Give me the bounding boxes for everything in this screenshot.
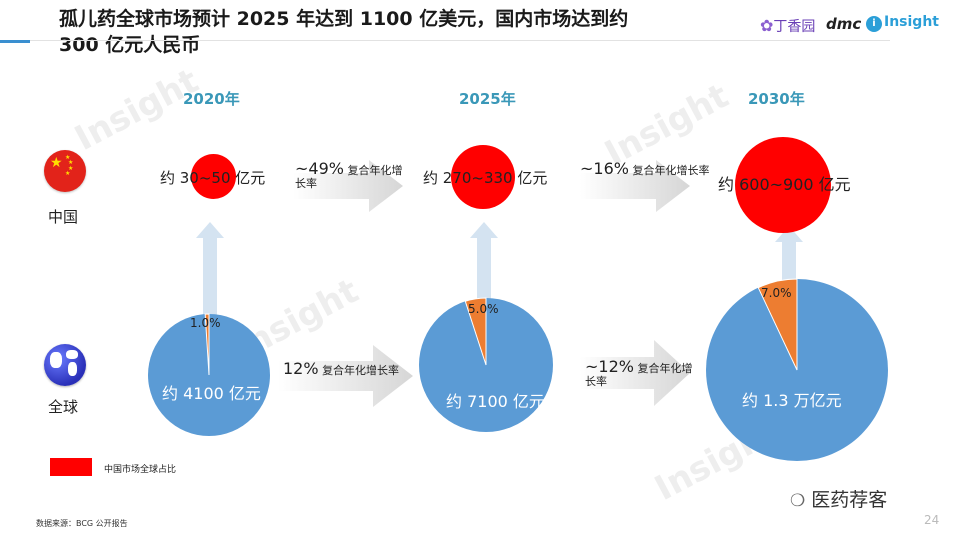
title-divider [30, 40, 890, 41]
dmc-logo: dmc [826, 15, 862, 33]
wechat-icon: ❍ [790, 491, 806, 511]
growth-pct: ~16% [580, 159, 629, 178]
china-market-dot-2030 [735, 137, 831, 233]
stem-arrowhead-2025 [470, 222, 498, 238]
wechat-account-name: 医药荐客 [811, 489, 888, 511]
flower-icon: ✿ [760, 16, 774, 35]
logo-group: ✿丁香园 dmc i Insight [760, 14, 950, 50]
growth-text-global-1: 12% 复合年化增长率 [283, 359, 423, 378]
growth-arrow-china-1 [293, 160, 403, 212]
china-share-slice-2030年 [757, 278, 798, 371]
growth-pct: 12% [283, 359, 319, 378]
china-share-slice-2020年 [204, 313, 210, 376]
page-number: 24 [924, 513, 940, 527]
growth-pct: ~12% [585, 357, 634, 376]
globe-icon [44, 344, 86, 386]
year-label-2030: 2030年 [748, 90, 805, 108]
insight-badge-icon: i [866, 16, 882, 32]
china-share-slice-2025年 [464, 297, 487, 366]
china-share-label-2030: 7.0% [761, 286, 792, 300]
growth-arrow-global-1 [278, 345, 413, 407]
region-label-china: 中国 [48, 208, 79, 226]
global-market-pie-2030 [706, 278, 888, 461]
growth-text-china-2: ~16% 复合年化增长率 [580, 159, 714, 178]
china-market-label-2020: 约 30~50 亿元 [160, 169, 266, 187]
title-line-2: 300 亿元人民币 [59, 34, 201, 56]
legend-swatch [50, 458, 92, 476]
watermark: Insight [68, 60, 206, 160]
year-label-2020: 2020年 [183, 90, 240, 108]
wechat-watermark: ❍ 医药荐客 [790, 485, 887, 512]
china-market-label-2030: 约 600~900 亿元 [718, 175, 851, 194]
growth-arrow-global-2 [580, 340, 690, 406]
china-share-label-2025: 5.0% [468, 302, 499, 316]
global-market-pie-2020 [148, 313, 270, 436]
region-label-global: 全球 [48, 398, 79, 416]
growth-text-global-2: ~12% 复合年化增长率 [585, 357, 697, 389]
insight-logo-text: Insight [884, 14, 939, 30]
china-market-dot-2020 [191, 154, 236, 199]
page-title: 孤儿药全球市场预计 2025 年达到 1100 亿美元，国内市场达到约 300 … [59, 6, 739, 58]
title-line-1: 孤儿药全球市场预计 2025 年达到 1100 亿美元，国内市场达到约 [59, 8, 629, 30]
source-note: 数据来源：BCG 公开报告 [36, 519, 128, 528]
growth-desc: 复合年化增长率 [632, 164, 710, 177]
growth-pct: ~49% [295, 159, 344, 178]
stem-arrowhead-2020 [196, 222, 224, 238]
global-market-label-2030: 约 1.3 万亿元 [742, 391, 842, 410]
legend-label: 中国市场全球占比 [104, 465, 177, 475]
growth-arrow-china-2 [580, 160, 690, 212]
insight-logo: i Insight [866, 14, 939, 32]
china-market-label-2025: 约 270~330 亿元 [423, 169, 548, 187]
dxy-logo: ✿丁香园 [760, 16, 815, 36]
growth-text-china-1: ~49% 复合年化增长率 [295, 159, 405, 191]
china-flag-icon: ★ ★ ★ ★ ★ [44, 150, 86, 192]
china-market-dot-2025 [451, 145, 515, 209]
global-market-label-2020: 约 4100 亿元 [162, 384, 261, 403]
title-accent-bar [0, 40, 30, 43]
growth-desc: 复合年化增长率 [322, 364, 400, 377]
year-label-2025: 2025年 [459, 90, 516, 108]
stem-2020 [203, 236, 217, 316]
dxy-logo-text: 丁香园 [773, 19, 816, 35]
global-market-label-2025: 约 7100 亿元 [446, 392, 545, 411]
stem-2030 [782, 240, 796, 282]
growth-desc: 复合年化增长率 [295, 164, 403, 190]
stem-2025 [477, 236, 491, 308]
china-share-label-2020: 1.0% [190, 316, 221, 330]
growth-desc: 复合年化增长率 [585, 362, 693, 388]
global-market-pie-2025 [419, 297, 553, 432]
